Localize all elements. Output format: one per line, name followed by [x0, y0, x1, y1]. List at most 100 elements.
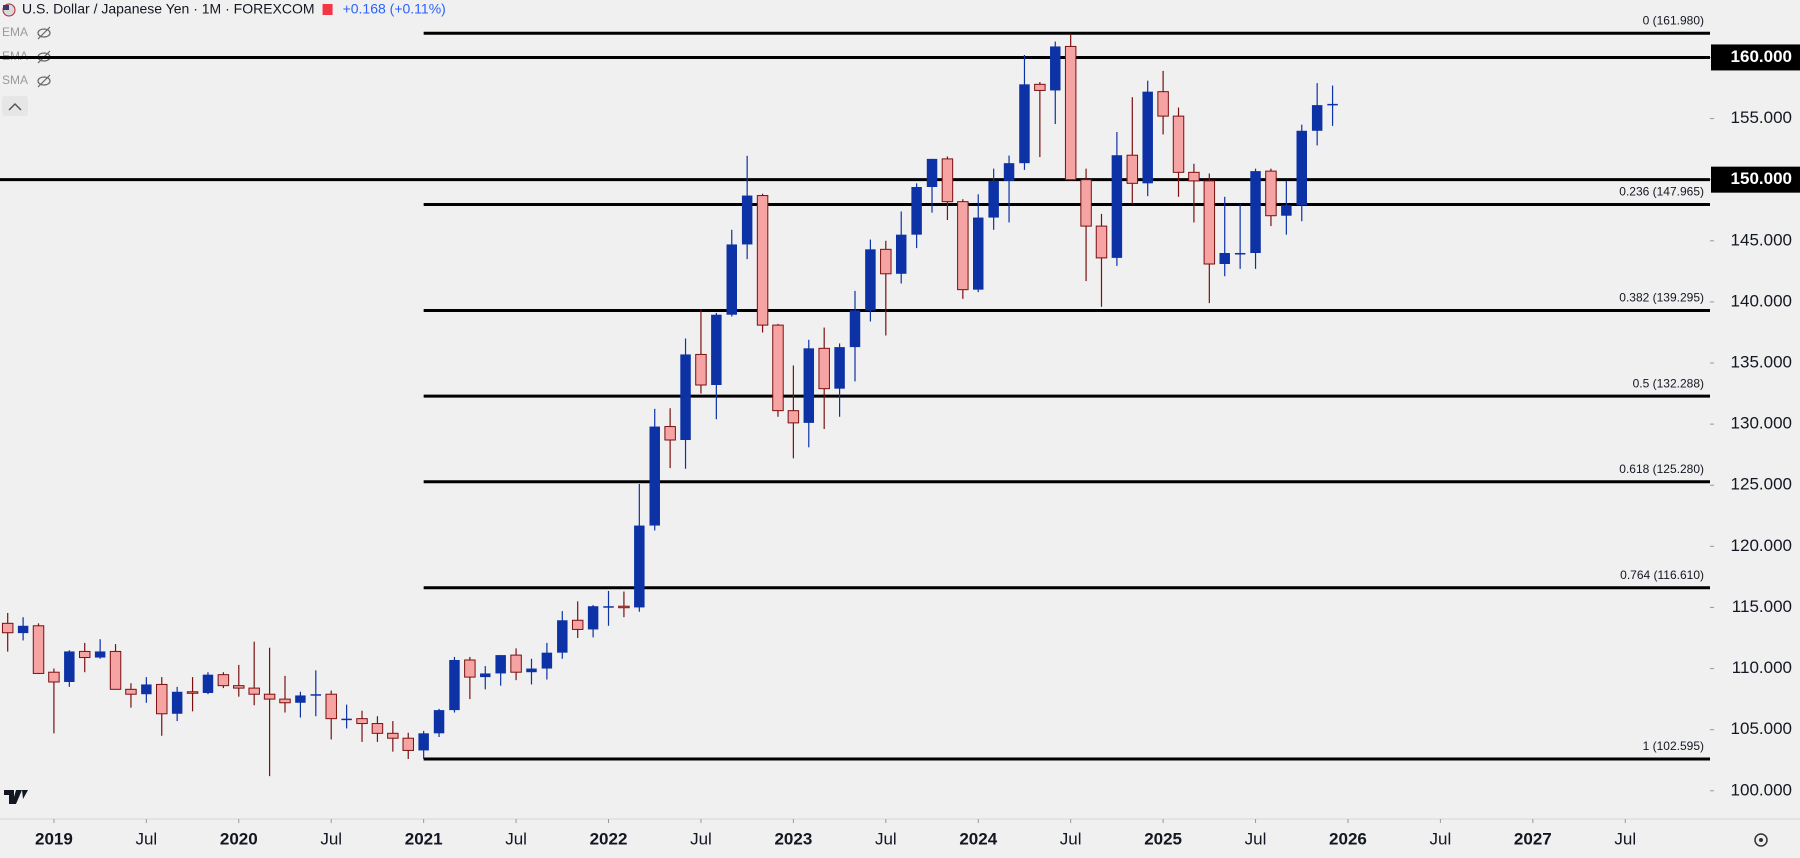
- candle-body: [64, 651, 75, 682]
- candle-body: [48, 671, 60, 683]
- x-tick-label: 2022: [590, 829, 628, 848]
- candle-body: [418, 733, 429, 751]
- collapse-icon[interactable]: [8, 102, 22, 111]
- x-tick-label: 2020: [220, 829, 258, 848]
- candle-body: [895, 234, 907, 274]
- gear-hub[interactable]: [1759, 838, 1763, 842]
- price-change: +0.168 (+0.11%): [343, 1, 446, 17]
- candle-body: [279, 698, 291, 704]
- x-tick-label: 2027: [1514, 829, 1552, 848]
- candle-body: [772, 324, 784, 412]
- candle-body: [325, 693, 337, 720]
- x-tick-label: Jul: [1430, 829, 1452, 848]
- candle-body: [787, 410, 800, 424]
- x-tick-label: Jul: [135, 829, 157, 848]
- candle-body: [1296, 130, 1307, 206]
- candle-body: [911, 186, 922, 235]
- candle-body: [94, 651, 106, 658]
- candle-body: [803, 348, 815, 423]
- x-tick-label: 2026: [1329, 829, 1367, 848]
- y-tick-label: 105.000: [1731, 719, 1792, 738]
- y-tick-label: 135.000: [1731, 352, 1792, 371]
- x-tick-label: 2024: [959, 829, 997, 848]
- candle-body: [865, 249, 876, 311]
- candle-body: [78, 650, 91, 659]
- x-tick-label: 2023: [774, 829, 812, 848]
- candle-body: [1157, 91, 1169, 117]
- candle-body: [186, 691, 199, 694]
- candle-body: [711, 314, 722, 385]
- candle-body: [387, 732, 399, 739]
- x-tick-label: 2025: [1144, 829, 1182, 848]
- visibility-icon: [37, 28, 51, 38]
- candle-body: [433, 710, 445, 734]
- candle-body: [756, 195, 769, 326]
- x-tick-label: Jul: [1245, 829, 1267, 848]
- candle-body: [17, 625, 29, 634]
- candle-body: [541, 652, 553, 669]
- candle-body: [510, 654, 522, 673]
- y-tick-label: 125.000: [1731, 475, 1792, 494]
- candle-body: [1327, 103, 1338, 106]
- gear-ring[interactable]: [1754, 833, 1768, 847]
- candle-body: [341, 718, 352, 721]
- candle-body: [849, 310, 861, 348]
- x-tick-label: Jul: [320, 829, 342, 848]
- candle-body: [109, 650, 122, 690]
- candle-body: [449, 659, 460, 711]
- x-tick-label: 2021: [405, 829, 443, 848]
- candle-body: [295, 695, 306, 703]
- visibility-icon: [37, 76, 51, 86]
- candle-body: [1080, 179, 1092, 227]
- alert-flag: [322, 4, 333, 15]
- candle-body: [248, 687, 260, 695]
- candle-body: [695, 353, 707, 386]
- price-label-box: [1711, 166, 1800, 193]
- candle-body: [926, 158, 938, 187]
- fib-label: 0.5 (132.288): [1633, 376, 1704, 390]
- y-tick-label: 140.000: [1731, 291, 1792, 310]
- candle-body: [1111, 155, 1123, 258]
- candle-body: [480, 673, 491, 678]
- candle-body: [818, 347, 830, 390]
- tv-logo: [4, 790, 28, 804]
- candle-body: [649, 426, 660, 526]
- candle-body: [371, 723, 384, 734]
- candle-body: [634, 525, 645, 608]
- price-label: 160.000: [1731, 47, 1792, 66]
- candle-body: [202, 674, 214, 693]
- candle-body: [1064, 45, 1077, 181]
- candle-body: [156, 683, 168, 715]
- x-tick-label: 2019: [35, 829, 73, 848]
- indicator-label: SMA: [2, 73, 28, 87]
- price-label-box: [1711, 44, 1800, 71]
- candle-body: [1142, 91, 1153, 184]
- candle-body: [1203, 180, 1216, 265]
- x-tick-label: Jul: [1614, 829, 1636, 848]
- y-tick-label: 110.000: [1732, 658, 1792, 677]
- candle-body: [464, 659, 476, 678]
- candle-body: [571, 619, 584, 630]
- candle-body: [217, 674, 230, 687]
- price-label: 150.000: [1731, 169, 1792, 188]
- fib-label: 0.764 (116.610): [1620, 568, 1704, 582]
- candle-body: [1281, 205, 1292, 216]
- y-tick-label: 130.000: [1731, 414, 1792, 433]
- candle-body: [1050, 46, 1061, 91]
- fib-label: 0.382 (139.295): [1619, 291, 1704, 305]
- candle-body: [1019, 84, 1030, 164]
- fib-label: 0.618 (125.280): [1619, 462, 1704, 476]
- candle-body: [233, 685, 245, 689]
- fib-label: 1 (102.595): [1643, 739, 1704, 753]
- candle-body: [1172, 115, 1185, 173]
- x-tick-label: Jul: [1060, 829, 1082, 848]
- y-tick-label: 120.000: [1731, 536, 1792, 555]
- collapse-button[interactable]: [2, 96, 28, 116]
- collapse-bg[interactable]: [2, 96, 28, 116]
- fib-label: 0 (161.980): [1643, 13, 1704, 27]
- settings-gear[interactable]: [1754, 833, 1768, 847]
- visibility-slash: [37, 74, 51, 88]
- candle-body: [32, 625, 45, 674]
- y-tick-label: 115.000: [1732, 597, 1792, 616]
